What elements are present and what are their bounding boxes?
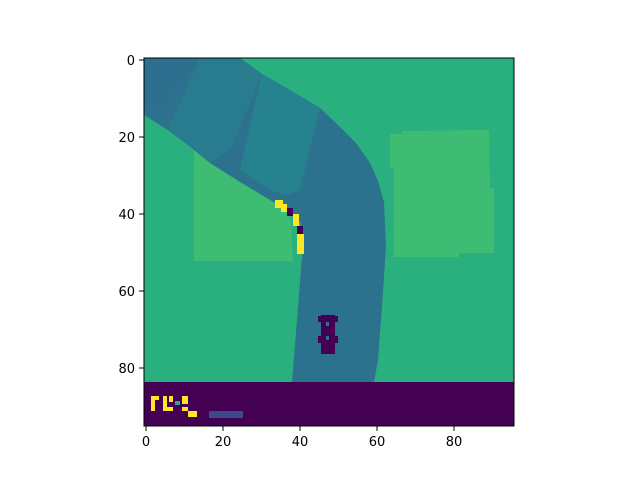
x-axis: 0 20 40 60 80 [142, 426, 462, 450]
y-tick-label: 80 [118, 362, 135, 377]
grass-patch-right [390, 130, 494, 257]
kerb-segment [293, 214, 299, 226]
speed-indicator-bar [209, 411, 243, 418]
kerb-segment [281, 204, 287, 212]
y-tick-label: 60 [118, 285, 135, 300]
hud-digit-pixel [169, 396, 173, 402]
road-shade-band-1 [144, 58, 200, 110]
corner-kerb [275, 200, 304, 254]
grass-patch-left [194, 143, 293, 261]
hud-digit-pixel [175, 401, 180, 405]
car-wheel [335, 316, 338, 322]
x-tick-label: 80 [446, 435, 463, 450]
hud-digit-pixel [163, 407, 173, 411]
kerb-segment [297, 226, 303, 234]
hud-digit-pixel [182, 396, 188, 404]
hud-digit-pixel [188, 411, 197, 417]
x-tick-label: 0 [142, 435, 150, 450]
hud-digit-pixel [182, 407, 188, 411]
kerb-segment [297, 234, 304, 254]
x-tick-label: 20 [215, 435, 232, 450]
car-detail [326, 336, 329, 340]
car-wheel [335, 336, 338, 343]
car-wheel [318, 316, 321, 322]
x-tick-label: 60 [369, 435, 386, 450]
game-frame-image [144, 58, 514, 426]
car-detail [326, 322, 329, 326]
y-tick-label: 20 [118, 131, 135, 146]
car-wheel [318, 336, 321, 343]
hud-digit-pixel [163, 396, 167, 411]
player-car [318, 315, 338, 354]
kerb-segment [275, 200, 283, 208]
road-shade-band-3 [240, 74, 320, 195]
axes-frame [143, 57, 515, 427]
y-tick-label: 40 [118, 208, 135, 223]
kerb-segment [287, 208, 293, 216]
y-tick-label: 0 [127, 54, 135, 69]
road-shade-band-2 [168, 58, 262, 163]
y-axis: 0 20 40 60 80 [118, 54, 144, 377]
hud-digit-pixel [151, 396, 159, 400]
hud-digit-pixel [151, 396, 155, 411]
score-digits [151, 396, 197, 417]
car-body [321, 315, 335, 354]
x-tick-label: 40 [292, 435, 309, 450]
status-bar [144, 382, 514, 426]
